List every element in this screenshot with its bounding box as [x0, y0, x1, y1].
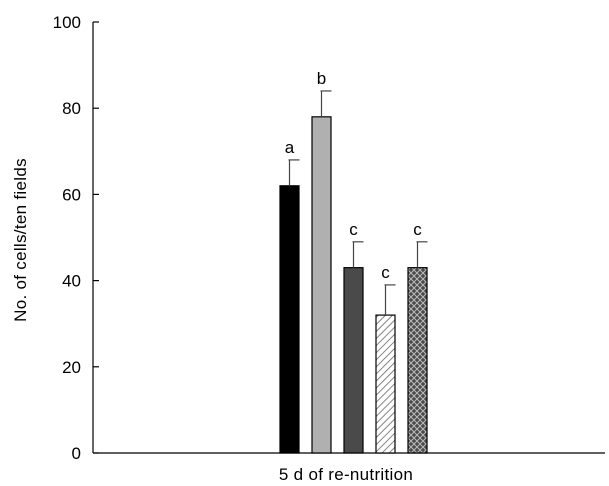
bar	[407, 267, 428, 454]
significance-label: c	[381, 263, 390, 282]
y-tick-label: 60	[62, 185, 81, 204]
y-tick-label: 40	[62, 272, 81, 291]
y-tick-label: 20	[62, 358, 81, 377]
bar	[311, 116, 332, 454]
significance-label: c	[349, 220, 358, 239]
bar	[343, 267, 364, 454]
y-tick-label: 80	[62, 99, 81, 118]
y-axis-title: No. of cells/ten fields	[11, 158, 30, 322]
bar	[375, 314, 396, 454]
plot-area: 0 20 40 60 80 100 a b c c c	[53, 13, 605, 463]
y-tick-label: 100	[53, 13, 81, 32]
bar	[279, 185, 300, 454]
significance-label: c	[413, 220, 422, 239]
x-axis-title: 5 d of re-nutrition	[279, 465, 413, 484]
significance-label: b	[317, 69, 326, 88]
significance-label: a	[285, 138, 295, 157]
y-tick-label: 0	[72, 444, 81, 463]
